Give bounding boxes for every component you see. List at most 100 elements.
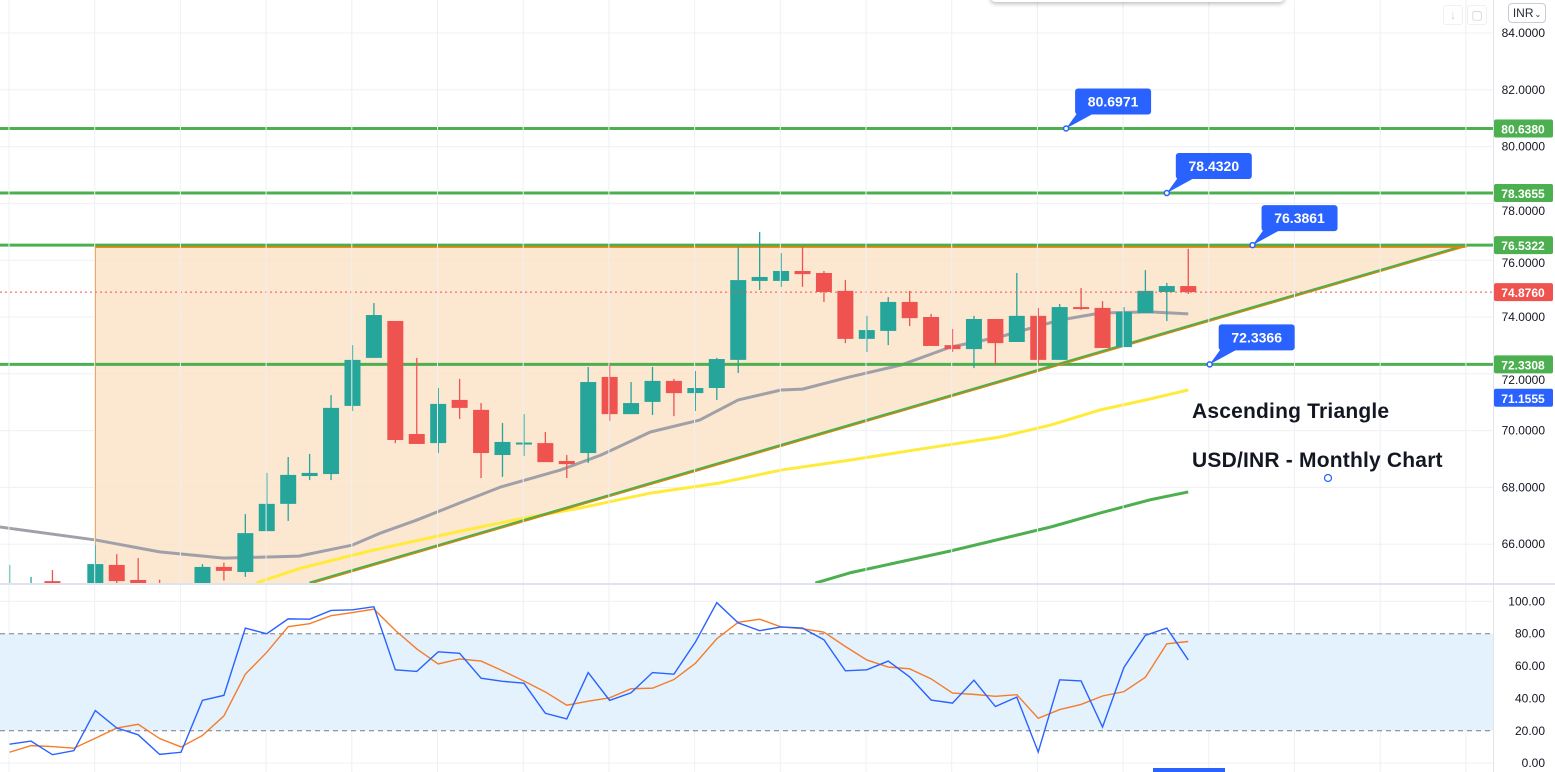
candle bbox=[923, 313, 940, 346]
candle-body bbox=[108, 564, 125, 582]
price-axis-tag-label: 78.3655 bbox=[1501, 187, 1545, 201]
candle bbox=[665, 378, 682, 417]
candle bbox=[494, 422, 511, 477]
candle-body bbox=[987, 318, 1004, 344]
candle bbox=[365, 303, 382, 358]
candle bbox=[1158, 282, 1175, 321]
candle bbox=[451, 378, 468, 419]
candle bbox=[858, 315, 875, 352]
candle bbox=[1008, 272, 1025, 342]
candle bbox=[1051, 303, 1068, 360]
price-axis-tag-label: 74.8760 bbox=[1501, 286, 1545, 300]
price-tick-label: 76.0000 bbox=[1502, 256, 1546, 270]
candle bbox=[558, 455, 575, 479]
callout-box bbox=[1075, 88, 1152, 115]
price-tick-label: 74.0000 bbox=[1502, 310, 1546, 324]
price-axis-tag: 72.3308 bbox=[1494, 355, 1553, 374]
candle bbox=[215, 562, 232, 581]
candle bbox=[473, 403, 490, 479]
candle-body bbox=[323, 407, 340, 475]
moving-average-line bbox=[255, 388, 1189, 583]
candle-body bbox=[708, 359, 725, 388]
rsi-pane bbox=[0, 600, 1493, 764]
candle bbox=[751, 232, 768, 291]
candle-body bbox=[901, 301, 918, 319]
chevron-down-icon: ⌄ bbox=[1534, 10, 1542, 19]
candle-body bbox=[387, 320, 404, 440]
candle-body bbox=[751, 276, 768, 281]
ascending-trendline-edge bbox=[311, 245, 1467, 583]
fullscreen-icon[interactable]: ▢ bbox=[1467, 5, 1487, 25]
candle bbox=[237, 514, 254, 577]
candle-body bbox=[215, 566, 232, 571]
price-tick-label: 72.0000 bbox=[1502, 373, 1546, 387]
candle bbox=[687, 370, 704, 412]
annotation-subtitle: USD/INR - Monthly Chart bbox=[1192, 449, 1443, 472]
pane-divider bbox=[0, 583, 1555, 585]
candle bbox=[8, 564, 11, 583]
price-axis-tag-label: 71.1555 bbox=[1501, 392, 1545, 406]
candle bbox=[644, 366, 661, 415]
price-axis-tag-bg bbox=[1494, 236, 1553, 255]
candle-body bbox=[130, 579, 147, 583]
candle-body bbox=[451, 399, 468, 408]
candle-body bbox=[301, 472, 318, 477]
dropdown-panel-edge bbox=[990, 0, 1285, 2]
candle bbox=[344, 345, 361, 412]
candle bbox=[515, 414, 532, 456]
price-axis-tag-bg bbox=[1494, 184, 1553, 203]
candle bbox=[66, 584, 82, 607]
candle-body bbox=[623, 403, 640, 415]
callout-label: 72.3366 bbox=[1231, 329, 1282, 345]
candle-body bbox=[280, 474, 297, 504]
candle-body bbox=[644, 380, 661, 402]
candle-body bbox=[687, 388, 704, 394]
annotation-title: Ascending Triangle bbox=[1192, 400, 1390, 423]
candle bbox=[1030, 307, 1047, 364]
candle bbox=[108, 554, 125, 583]
candle bbox=[258, 472, 275, 532]
price-tick-label: 70.0000 bbox=[1502, 424, 1546, 438]
candle-body bbox=[1158, 286, 1175, 293]
time-axis-highlight[interactable] bbox=[1153, 768, 1225, 772]
callout-box bbox=[1175, 153, 1252, 180]
candle bbox=[1137, 270, 1154, 314]
price-tick-label: 68.0000 bbox=[1502, 480, 1546, 494]
candle-body bbox=[344, 359, 361, 406]
candle-body bbox=[1115, 311, 1132, 348]
candle-body bbox=[1073, 307, 1090, 310]
callout-label: 76.3861 bbox=[1274, 210, 1325, 226]
download-arrow-icon[interactable]: ↓ bbox=[1443, 5, 1463, 25]
candle bbox=[580, 366, 597, 463]
candle bbox=[173, 584, 189, 607]
price-tick-label: 78.0000 bbox=[1502, 204, 1546, 218]
price-axis-tag-label: 80.6380 bbox=[1501, 122, 1545, 136]
candle bbox=[944, 328, 961, 352]
price-axis-tag-bg bbox=[1494, 119, 1553, 138]
candle-body bbox=[87, 564, 104, 583]
rsi-tick-label: 20.00 bbox=[1515, 724, 1545, 738]
currency-selector[interactable]: INR⌄ bbox=[1508, 3, 1546, 23]
candle-body bbox=[237, 533, 254, 573]
candle bbox=[30, 576, 32, 583]
candle bbox=[730, 247, 747, 373]
candle bbox=[601, 363, 618, 421]
price-axis-tag: 76.5322 bbox=[1494, 236, 1553, 255]
callout-label: 80.6971 bbox=[1088, 93, 1139, 109]
candle-body bbox=[408, 434, 425, 444]
candle-body bbox=[601, 376, 618, 415]
candle bbox=[537, 432, 554, 463]
candle bbox=[1115, 307, 1132, 348]
callout-pointer bbox=[1252, 227, 1286, 246]
rsi-tick-label: 80.00 bbox=[1515, 627, 1545, 641]
candle bbox=[965, 315, 982, 369]
candle-body bbox=[515, 442, 532, 445]
candle-body bbox=[837, 290, 854, 339]
callout-anchor-handle bbox=[1062, 125, 1070, 132]
candle bbox=[408, 357, 425, 444]
candle bbox=[815, 270, 832, 302]
candle-body bbox=[923, 317, 940, 346]
candle bbox=[773, 253, 790, 287]
candle-body bbox=[815, 272, 832, 293]
